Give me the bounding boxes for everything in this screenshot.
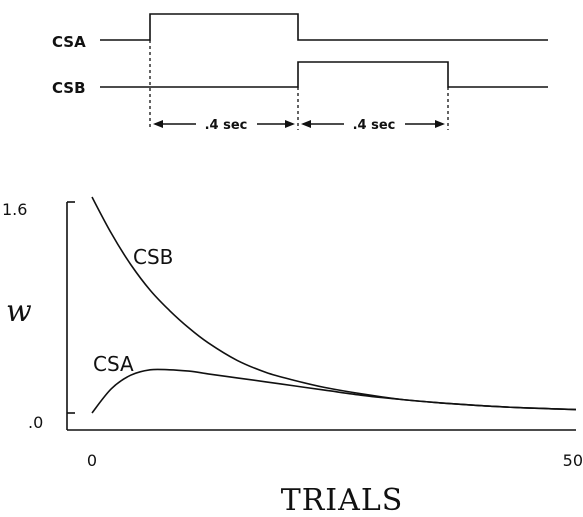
csa-trace [100, 13, 548, 41]
csb-label: CSB [52, 79, 86, 97]
y-tick-label-zero: .0 [28, 413, 43, 432]
interval-1-label: .4 sec [205, 118, 248, 133]
interval-1-arrow: .4 sec [153, 118, 295, 133]
timing-diagram: CSA CSB .4 sec .4 sec [52, 13, 548, 133]
y-axis-label: w [6, 294, 32, 329]
csb-trace [100, 61, 548, 88]
x-tick-label-end: 50 [563, 451, 583, 470]
curve-csa [91, 368, 577, 414]
x-tick-label-start: 0 [87, 451, 97, 470]
interval-2-label: .4 sec [353, 118, 396, 133]
y-tick-label-top: 1.6 [2, 200, 27, 219]
series-label-csa: CSA [93, 352, 134, 376]
curve-csb [91, 196, 577, 411]
series-label-csb: CSB [133, 245, 173, 269]
chart: 1.6 .0 0 50 w TRIALS CSB CSA [2, 196, 583, 517]
curves [91, 196, 577, 414]
x-axis-label: TRIALS [281, 483, 404, 517]
interval-2-arrow: .4 sec [301, 118, 445, 133]
csa-label: CSA [52, 33, 86, 51]
